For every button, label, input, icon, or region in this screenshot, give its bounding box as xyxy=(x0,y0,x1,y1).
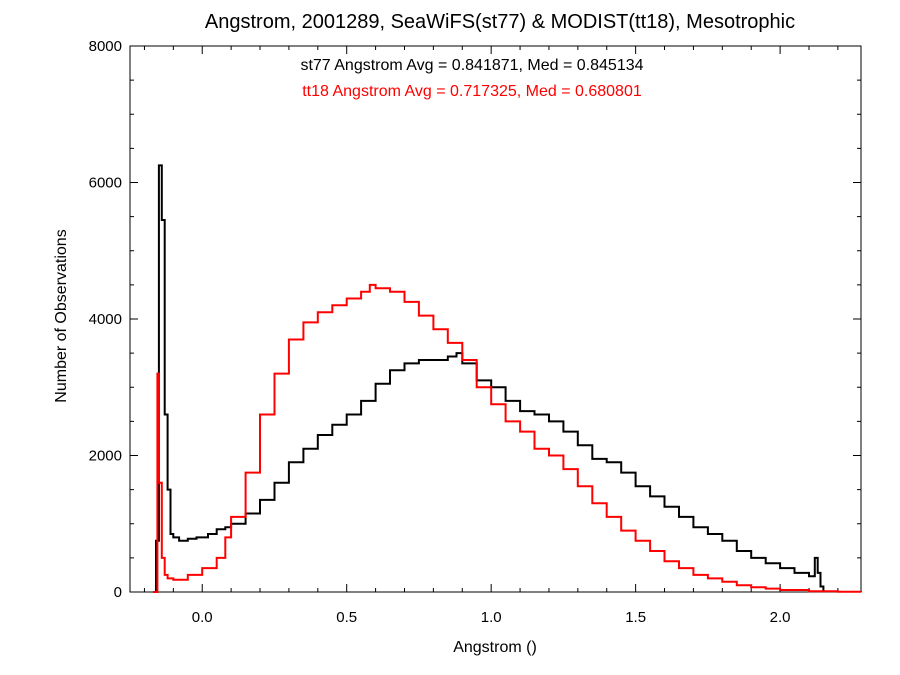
annotation-layer: st77 Angstrom Avg = 0.841871, Med = 0.84… xyxy=(300,57,643,100)
y-tick-label: 0 xyxy=(114,584,122,601)
y-tick-label: 6000 xyxy=(89,175,122,192)
series-0-line xyxy=(153,164,825,593)
x-tick-label: 0.0 xyxy=(192,609,213,626)
y-tick-label: 2000 xyxy=(89,448,122,465)
series-1-line xyxy=(153,283,862,593)
x-axis-label: Angstrom () xyxy=(453,639,537,656)
y-tick-label: 8000 xyxy=(89,38,122,55)
x-tick-label: 1.0 xyxy=(481,609,502,626)
chart-title: Angstrom, 2001289, SeaWiFS(st77) & MODIS… xyxy=(205,11,795,33)
y-axis-label: Number of Observations xyxy=(53,229,70,402)
x-axis: 0.0 0.5 1.0 1.5 2.0 xyxy=(143,46,839,626)
x-tick-label: 2.0 xyxy=(770,609,791,626)
y-axis: 0 2000 4000 6000 8000 xyxy=(89,38,861,601)
x-tick-label: 0.5 xyxy=(336,609,357,626)
annotation-0: st77 Angstrom Avg = 0.841871, Med = 0.84… xyxy=(300,57,643,74)
series-layer xyxy=(153,164,862,593)
y-tick-label: 4000 xyxy=(89,311,122,328)
annotation-1: tt18 Angstrom Avg = 0.717325, Med = 0.68… xyxy=(302,83,642,100)
x-tick-label: 1.5 xyxy=(625,609,646,626)
